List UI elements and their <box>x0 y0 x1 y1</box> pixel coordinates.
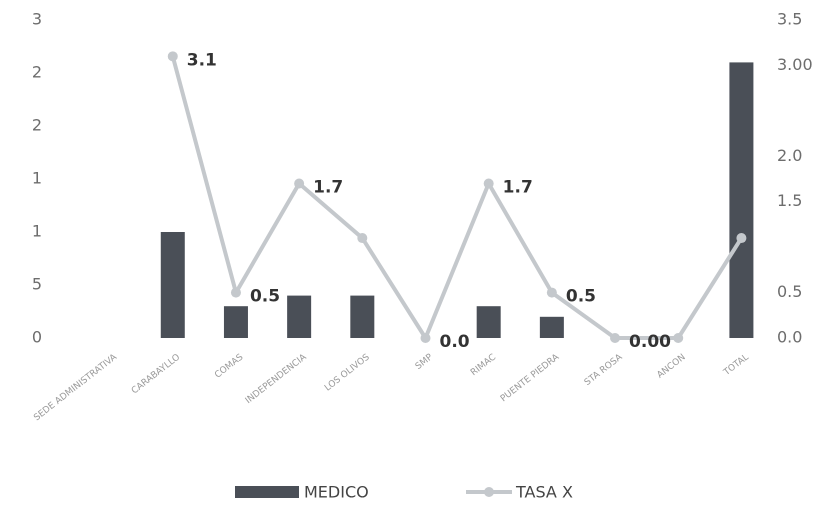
data-label: 1.7 <box>313 178 343 198</box>
y-tick-label: 1 <box>32 169 42 188</box>
data-label: 0.5 <box>250 287 280 307</box>
marker <box>294 178 305 189</box>
data-label: 3.1 <box>187 50 217 70</box>
marker <box>673 333 684 343</box>
y-tick-label: 2 <box>32 63 42 82</box>
bar <box>350 295 375 338</box>
y-tick-label: 3.00 <box>777 55 813 74</box>
x-tick-label: ANCON <box>655 352 687 380</box>
marker <box>610 333 621 343</box>
x-tick-label: RIMAC <box>469 352 498 378</box>
marker <box>230 287 241 298</box>
x-tick-label: COMAS <box>213 352 245 380</box>
y-tick-label: 5 <box>32 275 42 294</box>
x-tick-label: TOTAL <box>721 352 750 378</box>
y-tick-label: 0.5 <box>777 282 802 301</box>
x-tick-label: STA ROSA <box>583 352 625 388</box>
y-tick-label: 0 <box>32 328 42 347</box>
y-tick-label: 2 <box>32 116 42 135</box>
data-label: 0.5 <box>566 287 596 307</box>
marker <box>420 333 431 343</box>
x-tick-label: SEDE ADMINISTRATIVA <box>32 352 119 423</box>
line <box>170 55 744 340</box>
y-tick-label: 1.5 <box>777 191 802 210</box>
legend-swatch-bar <box>235 486 299 498</box>
legend-label: MEDICO <box>304 483 369 502</box>
bar <box>539 316 564 338</box>
y-tick-label: 3 <box>32 10 42 29</box>
x-tick-label: LOS OLIVOS <box>323 352 372 393</box>
bar <box>729 62 754 339</box>
marker <box>736 233 747 244</box>
data-label: 0.0 <box>440 332 470 352</box>
marker <box>357 233 368 244</box>
x-tick-label: SMP <box>414 352 436 372</box>
y-tick-label: 1 <box>32 222 42 241</box>
y-tick-label: 0.0 <box>777 328 802 347</box>
legend-label: TASA X <box>515 483 573 502</box>
y-tick-label: 3.5 <box>777 10 802 29</box>
bar <box>223 306 248 338</box>
x-tick-label: INDEPENDENCIA <box>244 352 309 406</box>
marker <box>167 51 178 62</box>
data-label: 1.7 <box>503 178 533 198</box>
marker <box>546 287 557 298</box>
data-label: 0.00 <box>629 332 671 352</box>
bar <box>476 306 501 338</box>
bar <box>287 295 312 338</box>
legend-swatch-marker <box>484 487 494 497</box>
bar <box>160 232 185 338</box>
marker <box>483 178 494 189</box>
x-tick-label: CARABAYLLO <box>130 352 182 396</box>
y-tick-label: 2.0 <box>777 146 802 165</box>
x-tick-label: PUENTE PIEDRA <box>499 352 562 404</box>
